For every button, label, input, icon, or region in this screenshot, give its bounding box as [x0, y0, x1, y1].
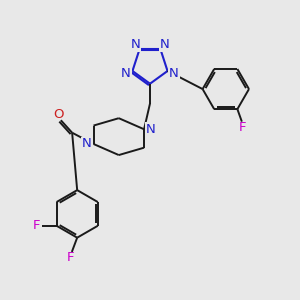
Text: F: F	[67, 251, 74, 264]
Text: N: N	[160, 38, 170, 51]
Text: N: N	[121, 67, 131, 80]
Text: N: N	[130, 38, 140, 51]
Text: N: N	[82, 137, 92, 151]
Text: F: F	[33, 219, 40, 232]
Text: N: N	[146, 123, 155, 136]
Text: F: F	[239, 121, 247, 134]
Text: O: O	[53, 108, 64, 122]
Text: N: N	[169, 67, 179, 80]
